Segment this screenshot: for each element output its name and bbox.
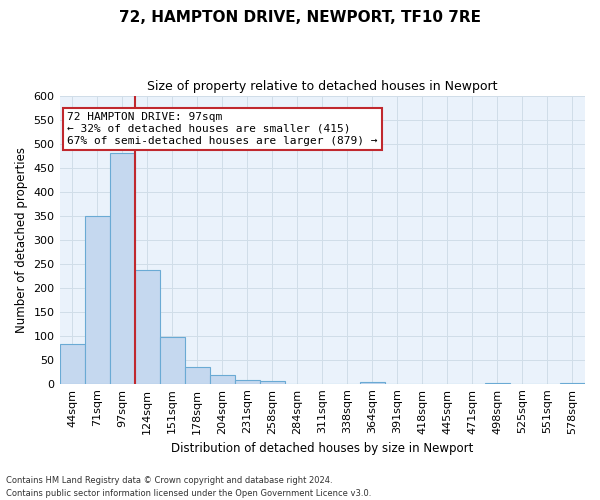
Bar xyxy=(209,374,235,384)
X-axis label: Distribution of detached houses by size in Newport: Distribution of detached houses by size … xyxy=(171,442,473,455)
Text: 72, HAMPTON DRIVE, NEWPORT, TF10 7RE: 72, HAMPTON DRIVE, NEWPORT, TF10 7RE xyxy=(119,10,481,25)
Bar xyxy=(485,382,510,384)
Y-axis label: Number of detached properties: Number of detached properties xyxy=(15,146,28,332)
Bar xyxy=(160,337,185,384)
Bar xyxy=(85,216,110,384)
Bar xyxy=(59,344,85,384)
Bar xyxy=(235,380,260,384)
Bar xyxy=(360,382,385,384)
Bar xyxy=(110,153,134,384)
Bar xyxy=(185,367,209,384)
Title: Size of property relative to detached houses in Newport: Size of property relative to detached ho… xyxy=(147,80,497,93)
Text: Contains HM Land Registry data © Crown copyright and database right 2024.
Contai: Contains HM Land Registry data © Crown c… xyxy=(6,476,371,498)
Bar xyxy=(560,382,585,384)
Bar xyxy=(260,382,285,384)
Bar xyxy=(134,270,160,384)
Text: 72 HAMPTON DRIVE: 97sqm
← 32% of detached houses are smaller (415)
67% of semi-d: 72 HAMPTON DRIVE: 97sqm ← 32% of detache… xyxy=(67,112,377,146)
